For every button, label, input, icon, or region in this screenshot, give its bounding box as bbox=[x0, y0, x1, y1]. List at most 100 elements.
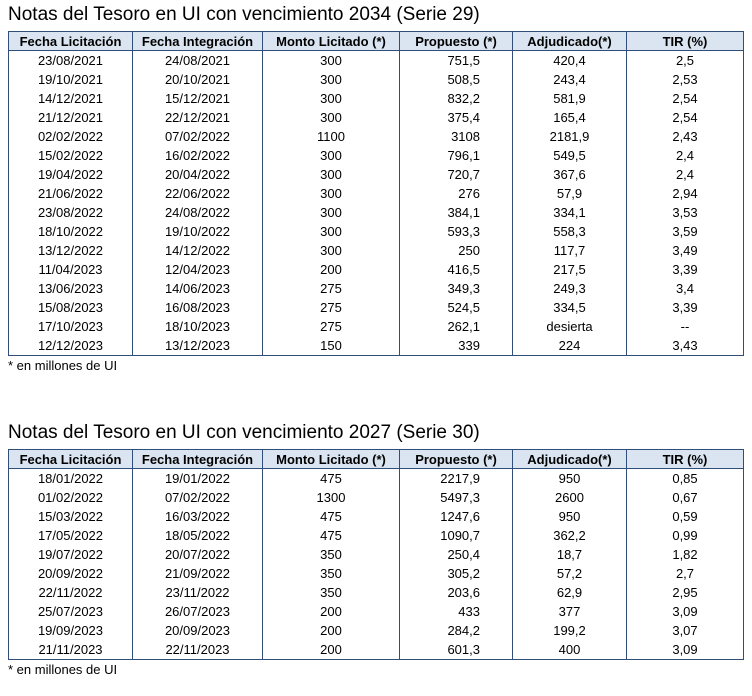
table-row: 19/07/2022 20/07/2022 350 250,4 18,7 1,82 bbox=[8, 545, 744, 564]
cell-adjudicado: 367,6 bbox=[512, 165, 627, 184]
cell-fecha-licitacion: 02/02/2022 bbox=[8, 127, 133, 146]
cell-fecha-integracion: 24/08/2022 bbox=[132, 203, 263, 222]
cell-fecha-licitacion: 22/11/2022 bbox=[8, 583, 133, 602]
table-row: 01/02/2022 07/02/2022 1300 5497,3 2600 0,67 bbox=[8, 488, 744, 507]
cell-tir: 1,82 bbox=[626, 545, 744, 564]
cell-propuesto: 375,4 bbox=[399, 108, 513, 127]
table-row: 17/05/2022 18/05/2022 475 1090,7 362,2 0,99 bbox=[8, 526, 744, 545]
cell-adjudicado: 950 bbox=[512, 507, 627, 526]
column-header-fecha-integracion: Fecha Integración bbox=[132, 31, 263, 51]
cell-fecha-integracion: 14/12/2022 bbox=[132, 241, 263, 260]
cell-monto-licitado: 300 bbox=[262, 165, 400, 184]
cell-tir: -- bbox=[626, 317, 744, 336]
cell-adjudicado: 224 bbox=[512, 336, 627, 356]
cell-fecha-licitacion: 01/02/2022 bbox=[8, 488, 133, 507]
cell-fecha-integracion: 21/09/2022 bbox=[132, 564, 263, 583]
table-row: 02/02/2022 07/02/2022 1100 3108 2181,9 2,43 bbox=[8, 127, 744, 146]
cell-fecha-integracion: 23/11/2022 bbox=[132, 583, 263, 602]
cell-monto-licitado: 475 bbox=[262, 507, 400, 526]
cell-monto-licitado: 200 bbox=[262, 640, 400, 660]
column-header-adjudicado: Adjudicado(*) bbox=[512, 31, 627, 51]
cell-fecha-licitacion: 19/07/2022 bbox=[8, 545, 133, 564]
cell-propuesto: 250 bbox=[399, 241, 513, 260]
cell-fecha-licitacion: 15/08/2023 bbox=[8, 298, 133, 317]
table-row: 23/08/2022 24/08/2022 300 384,1 334,1 3,53 bbox=[8, 203, 744, 222]
cell-fecha-licitacion: 19/10/2021 bbox=[8, 70, 133, 89]
cell-monto-licitado: 300 bbox=[262, 146, 400, 165]
header-row: Fecha Licitación Fecha Integración Monto L… bbox=[8, 449, 744, 469]
cell-propuesto: 305,2 bbox=[399, 564, 513, 583]
cell-propuesto: 339 bbox=[399, 336, 513, 356]
cell-fecha-licitacion: 13/12/2022 bbox=[8, 241, 133, 260]
cell-propuesto: 262,1 bbox=[399, 317, 513, 336]
cell-fecha-integracion: 07/02/2022 bbox=[132, 127, 263, 146]
cell-fecha-licitacion: 21/06/2022 bbox=[8, 184, 133, 203]
table-row: 21/12/2021 22/12/2021 300 375,4 165,4 2,54 bbox=[8, 108, 744, 127]
cell-monto-licitado: 275 bbox=[262, 317, 400, 336]
cell-adjudicado: 57,9 bbox=[512, 184, 627, 203]
cell-tir: 2,4 bbox=[626, 165, 744, 184]
cell-fecha-licitacion: 18/01/2022 bbox=[8, 468, 133, 488]
cell-adjudicado: 377 bbox=[512, 602, 627, 621]
table-row: 18/01/2022 19/01/2022 475 2217,9 950 0,85 bbox=[8, 468, 744, 488]
cell-propuesto: 601,3 bbox=[399, 640, 513, 660]
cell-adjudicado: 2181,9 bbox=[512, 127, 627, 146]
cell-adjudicado: 334,1 bbox=[512, 203, 627, 222]
cell-propuesto: 2217,9 bbox=[399, 468, 513, 488]
cell-monto-licitado: 300 bbox=[262, 89, 400, 108]
cell-fecha-licitacion: 20/09/2022 bbox=[8, 564, 133, 583]
cell-fecha-integracion: 24/08/2021 bbox=[132, 50, 263, 70]
cell-adjudicado: 217,5 bbox=[512, 260, 627, 279]
cell-tir: 3,49 bbox=[626, 241, 744, 260]
cell-fecha-integracion: 20/09/2023 bbox=[132, 621, 263, 640]
cell-fecha-licitacion: 13/06/2023 bbox=[8, 279, 133, 298]
footnote: * en millones de UI bbox=[8, 358, 118, 373]
cell-propuesto: 416,5 bbox=[399, 260, 513, 279]
cell-monto-licitado: 300 bbox=[262, 50, 400, 70]
table-row: 17/10/2023 18/10/2023 275 262,1 desierta -- bbox=[8, 317, 744, 336]
table-row: 18/10/2022 19/10/2022 300 593,3 558,3 3,59 bbox=[8, 222, 744, 241]
cell-tir: 3,43 bbox=[626, 336, 744, 356]
cell-tir: 2,43 bbox=[626, 127, 744, 146]
cell-fecha-integracion: 22/11/2023 bbox=[132, 640, 263, 660]
cell-fecha-licitacion: 15/03/2022 bbox=[8, 507, 133, 526]
column-header-monto-licitado: Monto Licitado (*) bbox=[262, 449, 400, 469]
cell-fecha-licitacion: 23/08/2022 bbox=[8, 203, 133, 222]
cell-adjudicado: 400 bbox=[512, 640, 627, 660]
column-header-propuesto: Propuesto (*) bbox=[399, 31, 513, 51]
table-row: 14/12/2021 15/12/2021 300 832,2 581,9 2,54 bbox=[8, 89, 744, 108]
column-header-fecha-licitacion: Fecha Licitación bbox=[8, 31, 133, 51]
cell-monto-licitado: 300 bbox=[262, 70, 400, 89]
section-title: Notas del Tesoro en UI con vencimiento 2… bbox=[8, 4, 480, 25]
footnote: * en millones de UI bbox=[8, 662, 118, 677]
cell-fecha-integracion: 18/10/2023 bbox=[132, 317, 263, 336]
cell-propuesto: 349,3 bbox=[399, 279, 513, 298]
cell-fecha-licitacion: 19/04/2022 bbox=[8, 165, 133, 184]
table-body: 18/01/2022 19/01/2022 475 2217,9 950 0,85 01/0… bbox=[8, 468, 744, 660]
cell-propuesto: 3108 bbox=[399, 127, 513, 146]
cell-adjudicado: 581,9 bbox=[512, 89, 627, 108]
cell-tir: 3,09 bbox=[626, 602, 744, 621]
cell-fecha-integracion: 13/12/2023 bbox=[132, 336, 263, 356]
cell-fecha-licitacion: 12/12/2023 bbox=[8, 336, 133, 356]
cell-fecha-licitacion: 23/08/2021 bbox=[8, 50, 133, 70]
data-table: Fecha Licitación Fecha Integración Monto L… bbox=[8, 31, 744, 356]
table-row: 13/06/2023 14/06/2023 275 349,3 249,3 3,4 bbox=[8, 279, 744, 298]
cell-fecha-integracion: 20/10/2021 bbox=[132, 70, 263, 89]
section-title: Notas del Tesoro en UI con vencimiento 2… bbox=[8, 422, 480, 443]
cell-tir: 2,4 bbox=[626, 146, 744, 165]
cell-tir: 0,59 bbox=[626, 507, 744, 526]
column-header-fecha-licitacion: Fecha Licitación bbox=[8, 449, 133, 469]
cell-propuesto: 276 bbox=[399, 184, 513, 203]
cell-adjudicado: 165,4 bbox=[512, 108, 627, 127]
cell-fecha-integracion: 14/06/2023 bbox=[132, 279, 263, 298]
cell-tir: 0,67 bbox=[626, 488, 744, 507]
cell-fecha-integracion: 16/03/2022 bbox=[132, 507, 263, 526]
cell-adjudicado: 2600 bbox=[512, 488, 627, 507]
table-row: 13/12/2022 14/12/2022 300 250 117,7 3,49 bbox=[8, 241, 744, 260]
header-row: Fecha Licitación Fecha Integración Monto L… bbox=[8, 31, 744, 51]
table-row: 11/04/2023 12/04/2023 200 416,5 217,5 3,39 bbox=[8, 260, 744, 279]
cell-adjudicado: 249,3 bbox=[512, 279, 627, 298]
column-header-tir: TIR (%) bbox=[626, 449, 744, 469]
table-section-serie-29: Notas del Tesoro en UI con vencimiento 2… bbox=[8, 3, 744, 374]
